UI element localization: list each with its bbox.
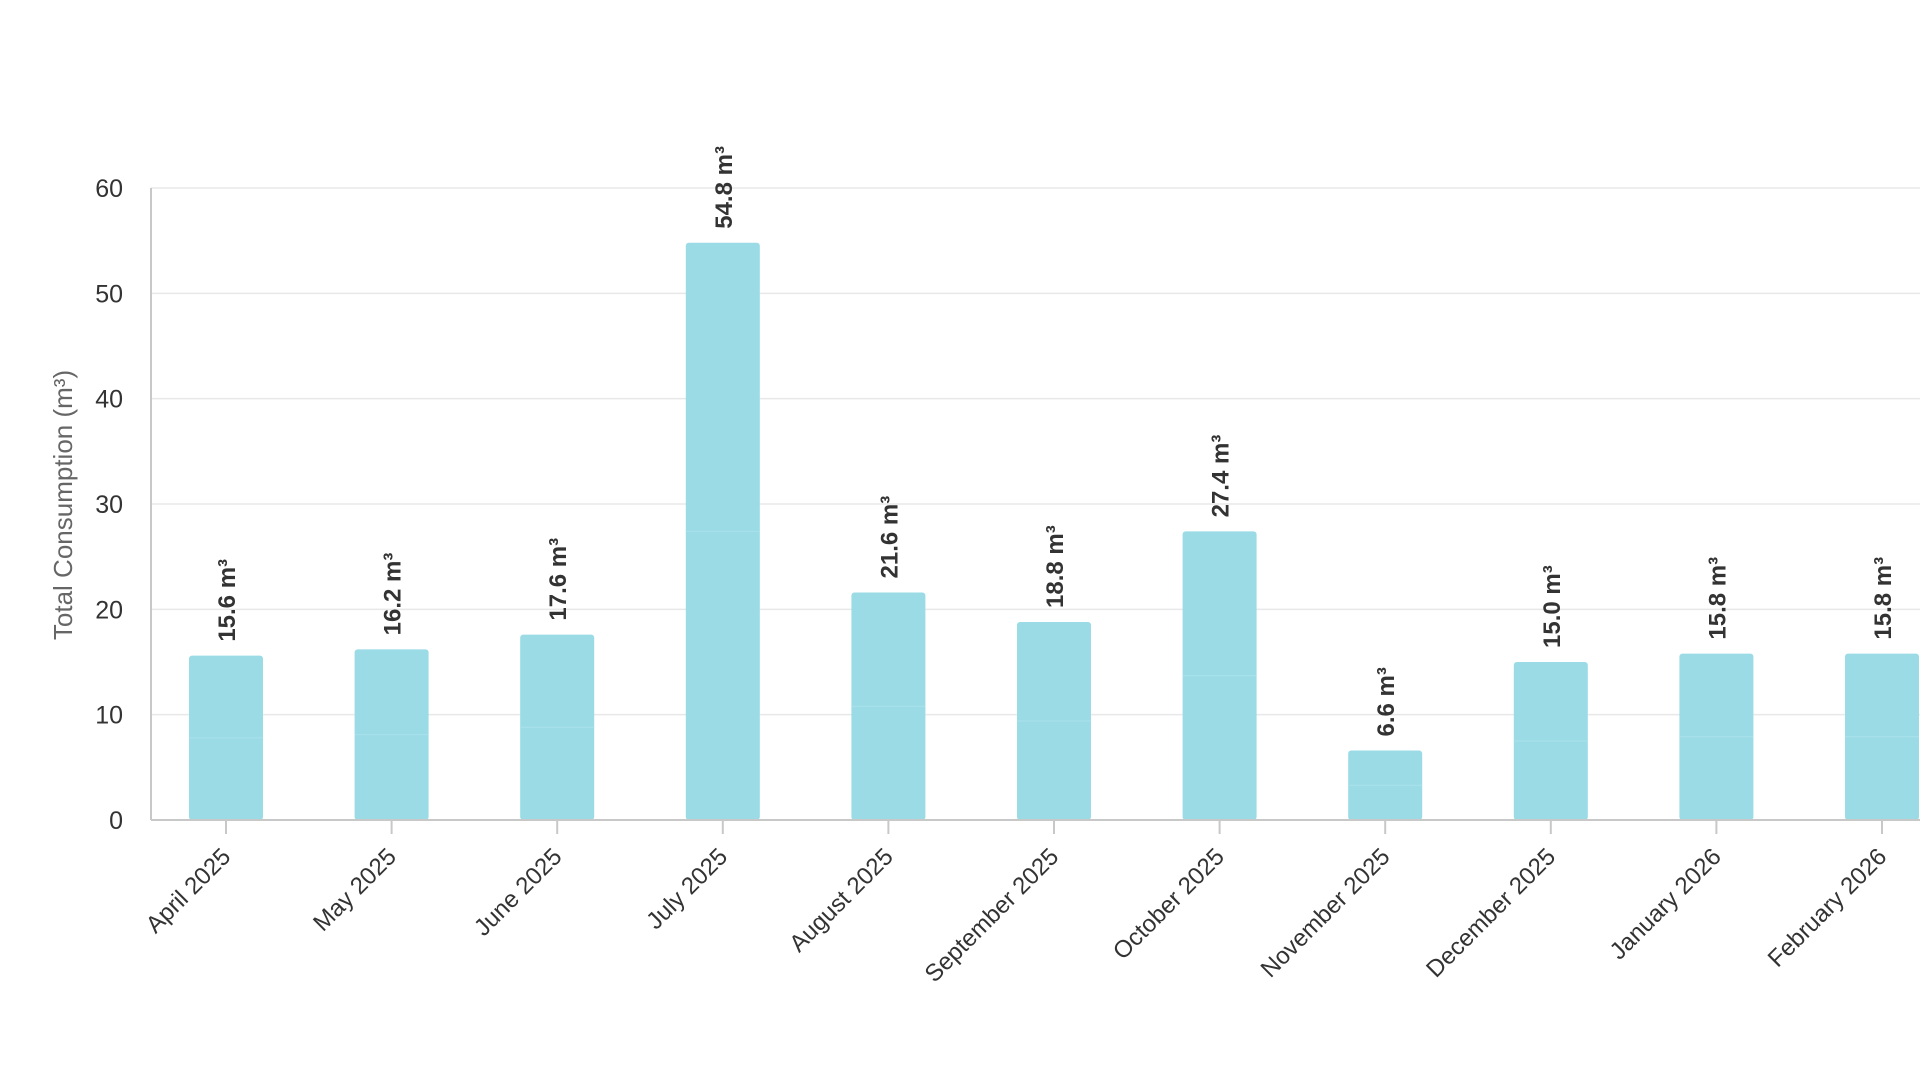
x-tick-label: November 2025	[1256, 843, 1396, 983]
bar-data-label: 15.8 m³	[1704, 557, 1731, 640]
bar-data-label: 27.4 m³	[1208, 435, 1235, 518]
bars	[189, 242, 1919, 821]
bar-data-label: 15.8 m³	[1870, 557, 1897, 640]
y-axis-title: Total Consumption (m³)	[48, 370, 78, 640]
x-tick-label: February 2026	[1763, 843, 1892, 972]
x-tick-label: July 2025	[641, 843, 733, 935]
x-tick-label: December 2025	[1421, 843, 1561, 983]
y-tick-label: 50	[95, 280, 123, 308]
bar-data-label: 54.8 m³	[711, 146, 738, 229]
x-tick-label: June 2025	[469, 843, 567, 941]
x-tick-label: April 2025	[141, 843, 237, 939]
y-tick-label: 10	[95, 702, 123, 730]
bar-data-label: 17.6 m³	[545, 538, 572, 621]
x-tick-label: October 2025	[1108, 843, 1230, 965]
data-labels: 15.6 m³ 16.2 m³ 17.6 m³ 54.8 m³ 21.6 m³ 18.8 …	[214, 146, 1897, 736]
bar-data-label: 6.6 m³	[1373, 667, 1400, 736]
x-tick-label: May 2025	[308, 843, 402, 937]
x-tick-label: January 2026	[1605, 843, 1727, 965]
bar-data-label: 15.0 m³	[1539, 565, 1566, 648]
x-tick-label: August 2025	[784, 843, 898, 957]
y-tick-label: 40	[95, 386, 123, 414]
bar-data-label: 15.6 m³	[214, 559, 241, 642]
bar-data-label: 21.6 m³	[876, 496, 903, 579]
y-tick-label: 0	[109, 807, 123, 835]
y-tick-label: 60	[95, 175, 123, 203]
axes: 0 10 20 30 40 50 60 April 2025 May 2025 June 2025…	[95, 175, 1920, 988]
x-tick-label: September 2025	[920, 843, 1065, 988]
bar-data-label: 18.8 m³	[1042, 525, 1069, 608]
grid-lines	[151, 187, 1920, 716]
y-tick-label: 20	[95, 596, 123, 624]
bar-data-label: 16.2 m³	[380, 553, 407, 636]
y-tick-label: 30	[95, 491, 123, 519]
